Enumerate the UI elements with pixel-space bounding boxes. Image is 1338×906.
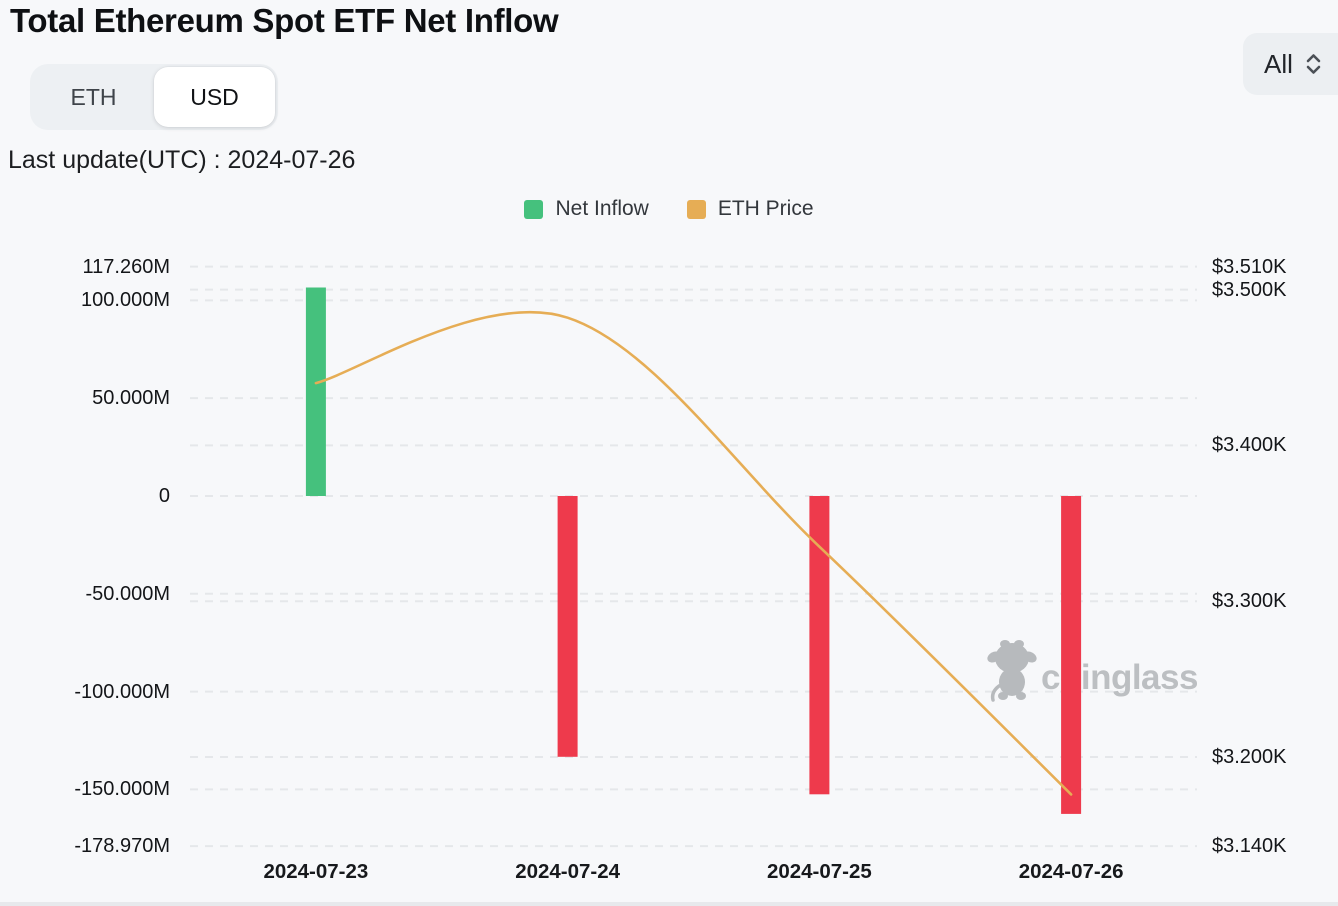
- legend-item-net-inflow[interactable]: Net Inflow: [524, 197, 649, 221]
- range-select[interactable]: All: [1243, 33, 1338, 95]
- left-axis-tick: 50.000M: [92, 387, 170, 410]
- left-axis-tick: 117.260M: [82, 255, 170, 278]
- right-axis-tick: $3.300K: [1212, 590, 1287, 613]
- left-axis-tick: 0: [158, 484, 170, 507]
- gridlines: [190, 265, 1197, 848]
- legend-swatch-net-inflow: [524, 199, 544, 219]
- bottom-divider: [0, 902, 1338, 906]
- range-select-value: All: [1264, 48, 1293, 79]
- x-axis-label: 2024-07-24: [515, 860, 621, 883]
- toggle-option-eth[interactable]: ETH: [33, 67, 154, 127]
- eth-price-line: [314, 311, 1073, 796]
- x-axis-label: 2024-07-26: [1018, 860, 1124, 883]
- right-axis-tick: $3.200K: [1212, 745, 1287, 768]
- x-axis-label: 2024-07-25: [766, 860, 872, 883]
- left-axis-tick: -150.000M: [74, 778, 170, 801]
- legend: Net Inflow ETH Price: [0, 197, 1338, 221]
- x-axis-label: 2024-07-23: [263, 860, 369, 883]
- legend-item-eth-price[interactable]: ETH Price: [686, 197, 814, 221]
- bar-net-inflow[interactable]: [557, 496, 578, 757]
- net-inflow-bars: [305, 287, 1082, 814]
- eth-usd-toggle: ETH USD: [30, 64, 278, 130]
- legend-label-net-inflow: Net Inflow: [555, 197, 649, 220]
- toggle-option-usd[interactable]: USD: [154, 67, 275, 127]
- right-axis-tick: $3.140K: [1212, 835, 1287, 858]
- page-title: Total Ethereum Spot ETF Net Inflow: [10, 2, 559, 39]
- left-axis-tick: -178.970M: [74, 835, 170, 858]
- eth-price-line-path: [314, 311, 1073, 796]
- coinglass-logo-icon: [987, 640, 1037, 702]
- watermark: coinglass: [987, 640, 1198, 702]
- chevron-updown-icon: [1305, 52, 1322, 76]
- last-update-text: Last update(UTC) : 2024-07-26: [8, 146, 356, 174]
- bar-net-inflow[interactable]: [1061, 496, 1082, 814]
- bar-net-inflow[interactable]: [809, 496, 830, 795]
- left-axis-tick: 100.000M: [81, 289, 170, 312]
- right-axis-tick: $3.500K: [1212, 278, 1287, 301]
- left-axis-tick: -50.000M: [85, 582, 171, 605]
- right-axis-tick: $3.400K: [1212, 434, 1287, 457]
- legend-label-eth-price: ETH Price: [717, 197, 814, 220]
- left-axis-tick: -100.000M: [74, 680, 170, 703]
- bar-net-inflow[interactable]: [305, 287, 326, 497]
- legend-swatch-eth-price: [686, 199, 706, 219]
- right-axis-tick: $3.510K: [1212, 255, 1287, 278]
